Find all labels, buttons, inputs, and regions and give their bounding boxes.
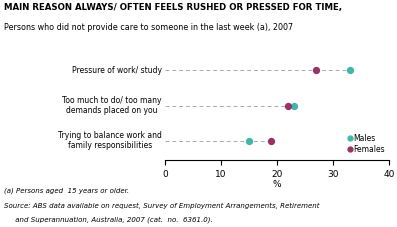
X-axis label: %: % — [273, 180, 281, 189]
Legend: Males, Females: Males, Females — [348, 134, 385, 154]
Text: Pressure of work/ study: Pressure of work/ study — [72, 66, 162, 75]
Point — [285, 104, 291, 107]
Point — [313, 69, 319, 72]
Point — [291, 104, 297, 107]
Point — [347, 69, 353, 72]
Text: MAIN REASON ALWAYS/ OFTEN FEELS RUSHED OR PRESSED FOR TIME,: MAIN REASON ALWAYS/ OFTEN FEELS RUSHED O… — [4, 3, 342, 12]
Point — [268, 139, 274, 143]
Text: Source: ABS data available on request, Survey of Employment Arrangements, Retire: Source: ABS data available on request, S… — [4, 203, 320, 209]
Text: Too much to do/ too many
demands placed on you: Too much to do/ too many demands placed … — [62, 96, 162, 115]
Point — [246, 139, 252, 143]
Text: Trying to balance work and
family responsibilities: Trying to balance work and family respon… — [58, 131, 162, 151]
Text: (a) Persons aged  15 years or older.: (a) Persons aged 15 years or older. — [4, 187, 129, 194]
Text: and Superannuation, Australia, 2007 (cat.  no.  6361.0).: and Superannuation, Australia, 2007 (cat… — [4, 216, 213, 223]
Text: Persons who did not provide care to someone in the last week (a), 2007: Persons who did not provide care to some… — [4, 23, 293, 32]
